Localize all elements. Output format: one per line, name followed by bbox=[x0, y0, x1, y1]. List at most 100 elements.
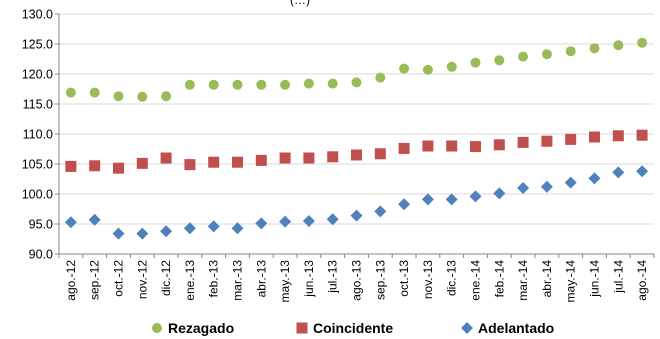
y-tick-label: 125.0 bbox=[22, 38, 53, 52]
x-tick-label: mar.-14 bbox=[516, 260, 530, 301]
data-point-rezagado bbox=[280, 79, 291, 90]
data-point-adelantado bbox=[517, 182, 530, 194]
data-point-rezagado bbox=[113, 91, 124, 102]
data-point-coincidente bbox=[89, 160, 101, 172]
data-point-adelantado bbox=[64, 216, 77, 229]
x-tick-label: feb.-14 bbox=[492, 260, 506, 298]
data-point-rezagado bbox=[494, 55, 505, 66]
x-tick-label: dic.-12 bbox=[159, 260, 173, 296]
data-point-rezagado bbox=[446, 61, 457, 72]
data-point-rezagado bbox=[589, 43, 600, 54]
y-tick-label: 100.0 bbox=[22, 188, 53, 202]
data-point-coincidente bbox=[232, 156, 243, 168]
data-point-rezagado bbox=[232, 79, 243, 90]
legend-label-adelantado: Adelantado bbox=[478, 320, 554, 336]
data-point-coincidente bbox=[160, 152, 172, 164]
data-point-adelantado bbox=[231, 222, 244, 235]
data-point-adelantado bbox=[374, 205, 387, 218]
data-point-coincidente bbox=[65, 160, 77, 172]
data-point-rezagado bbox=[637, 37, 648, 48]
legend-label-coincidente: Coincidente bbox=[313, 320, 393, 336]
x-tick-label: may.-13 bbox=[278, 260, 292, 303]
data-point-coincidente bbox=[565, 133, 577, 145]
data-point-adelantado bbox=[421, 193, 434, 206]
data-point-rezagado bbox=[518, 51, 529, 62]
legend-marker-coincidente bbox=[296, 322, 308, 334]
data-point-rezagado bbox=[208, 79, 219, 90]
y-tick-label: 110.0 bbox=[23, 128, 53, 142]
data-point-coincidente bbox=[517, 136, 529, 148]
data-points bbox=[64, 37, 649, 240]
data-point-adelantado bbox=[398, 198, 411, 211]
axes bbox=[55, 13, 655, 258]
data-point-rezagado bbox=[470, 57, 481, 68]
data-point-coincidente bbox=[351, 149, 362, 161]
y-tick-label: 90.0 bbox=[29, 248, 53, 262]
data-point-rezagado bbox=[327, 78, 338, 89]
data-point-coincidente bbox=[374, 148, 386, 160]
x-tick-label: jun.-14 bbox=[588, 260, 602, 298]
data-point-adelantado bbox=[160, 225, 173, 238]
y-tick-label: 105.0 bbox=[22, 158, 53, 172]
x-tick-label: ago.-14 bbox=[635, 260, 649, 301]
y-tick-label: 115.0 bbox=[23, 98, 53, 112]
data-point-coincidente bbox=[446, 140, 458, 152]
x-tick-label: ene.-14 bbox=[469, 260, 483, 301]
data-point-adelantado bbox=[564, 176, 577, 189]
grid-lines bbox=[59, 13, 654, 225]
legend-marker-adelantado bbox=[461, 322, 473, 334]
data-point-adelantado bbox=[445, 193, 458, 206]
x-tick-label: mar.-13 bbox=[231, 260, 245, 301]
x-tick-label: ago.-12 bbox=[64, 260, 78, 301]
data-point-rezagado bbox=[137, 91, 148, 102]
y-tick-label: 120.0 bbox=[22, 68, 53, 82]
data-point-rezagado bbox=[161, 91, 172, 102]
data-point-coincidente bbox=[136, 157, 148, 169]
x-tick-label: nov.-12 bbox=[135, 260, 149, 299]
data-point-rezagado bbox=[351, 77, 362, 88]
data-point-rezagado bbox=[256, 79, 267, 90]
data-point-coincidente bbox=[303, 152, 315, 164]
x-tick-labels: ago.-12 sep.-12 oct.-12 nov.-12 dic.-12 ene.-… bbox=[64, 260, 649, 303]
data-point-adelantado bbox=[88, 213, 101, 226]
data-point-rezagado bbox=[613, 40, 624, 51]
data-point-coincidente bbox=[589, 131, 600, 143]
x-tick-label: ene.-13 bbox=[183, 260, 197, 301]
data-point-adelantado bbox=[612, 166, 625, 179]
data-point-adelantado bbox=[302, 215, 315, 227]
x-tick-label: sep.-12 bbox=[88, 260, 102, 300]
data-point-coincidente bbox=[636, 129, 648, 141]
legend-label-rezagado: Rezagado bbox=[168, 320, 234, 336]
x-tick-label: may.-14 bbox=[564, 260, 578, 303]
x-tick-label: abr.-13 bbox=[254, 260, 268, 298]
data-point-rezagado bbox=[541, 49, 552, 60]
data-point-coincidente bbox=[493, 139, 505, 151]
data-point-rezagado bbox=[375, 72, 386, 83]
data-point-coincidente bbox=[612, 130, 624, 142]
x-tick-label: jul.-13 bbox=[326, 260, 340, 294]
data-point-coincidente bbox=[541, 135, 553, 147]
data-point-rezagado bbox=[184, 79, 195, 90]
data-point-rezagado bbox=[399, 63, 410, 74]
x-tick-label: oct.-12 bbox=[112, 260, 126, 297]
data-point-adelantado bbox=[255, 217, 268, 230]
data-point-coincidente bbox=[255, 154, 267, 166]
data-point-adelantado bbox=[469, 190, 482, 203]
data-point-coincidente bbox=[113, 162, 124, 174]
x-tick-label: feb.-13 bbox=[207, 260, 221, 298]
x-tick-label: jul.-14 bbox=[611, 260, 625, 294]
data-point-coincidente bbox=[184, 159, 196, 171]
data-point-coincidente bbox=[327, 151, 339, 163]
x-tick-label: ago.-13 bbox=[350, 260, 364, 301]
data-point-coincidente bbox=[470, 141, 481, 153]
data-point-adelantado bbox=[540, 180, 553, 193]
data-point-adelantado bbox=[326, 213, 339, 226]
x-tick-label: oct.-13 bbox=[397, 260, 411, 297]
data-point-adelantado bbox=[636, 165, 649, 178]
x-tick-label: nov.-13 bbox=[421, 260, 435, 299]
data-point-coincidente bbox=[398, 142, 410, 154]
data-point-adelantado bbox=[207, 220, 220, 233]
data-point-adelantado bbox=[279, 215, 292, 228]
